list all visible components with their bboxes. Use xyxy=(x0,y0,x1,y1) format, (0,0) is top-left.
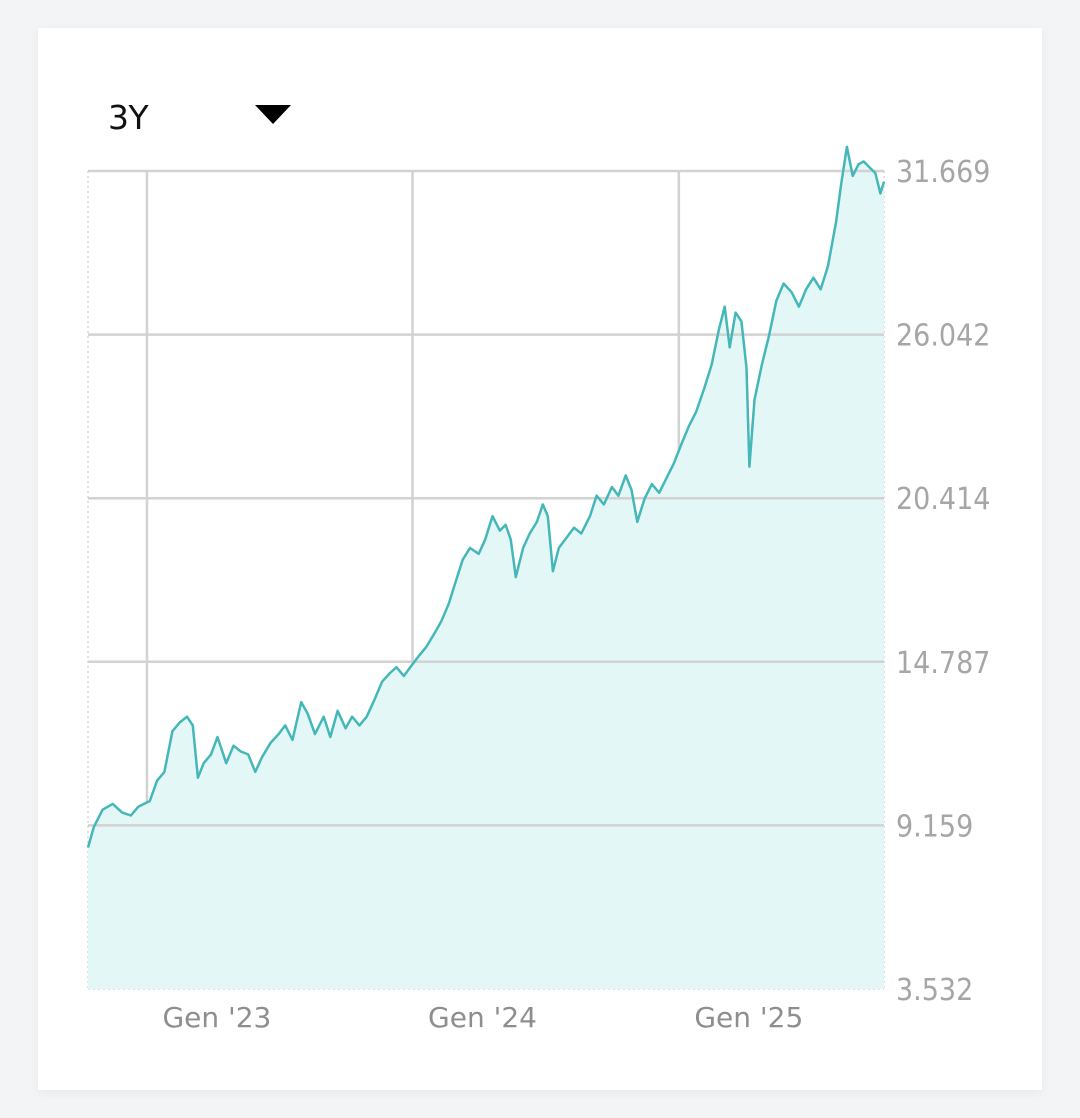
y-tick-label: 20.414 xyxy=(896,482,990,517)
y-tick-label: 31.669 xyxy=(896,155,990,190)
x-tick-label: Gen '24 xyxy=(428,1001,537,1034)
y-tick-label: 26.042 xyxy=(896,319,990,354)
range-selected-label: 3Y xyxy=(108,98,149,137)
y-tick-label: 14.787 xyxy=(896,646,990,681)
series-area xyxy=(88,146,884,990)
x-tick-label: Gen '25 xyxy=(694,1001,803,1034)
caret-down-icon xyxy=(255,105,291,124)
x-tick-label: Gen '23 xyxy=(162,1001,271,1034)
series-line xyxy=(86,145,886,848)
range-dropdown[interactable]: 3Y xyxy=(108,96,298,142)
y-tick-label: 9.159 xyxy=(896,809,973,844)
y-tick-label: 3.532 xyxy=(896,973,973,1008)
